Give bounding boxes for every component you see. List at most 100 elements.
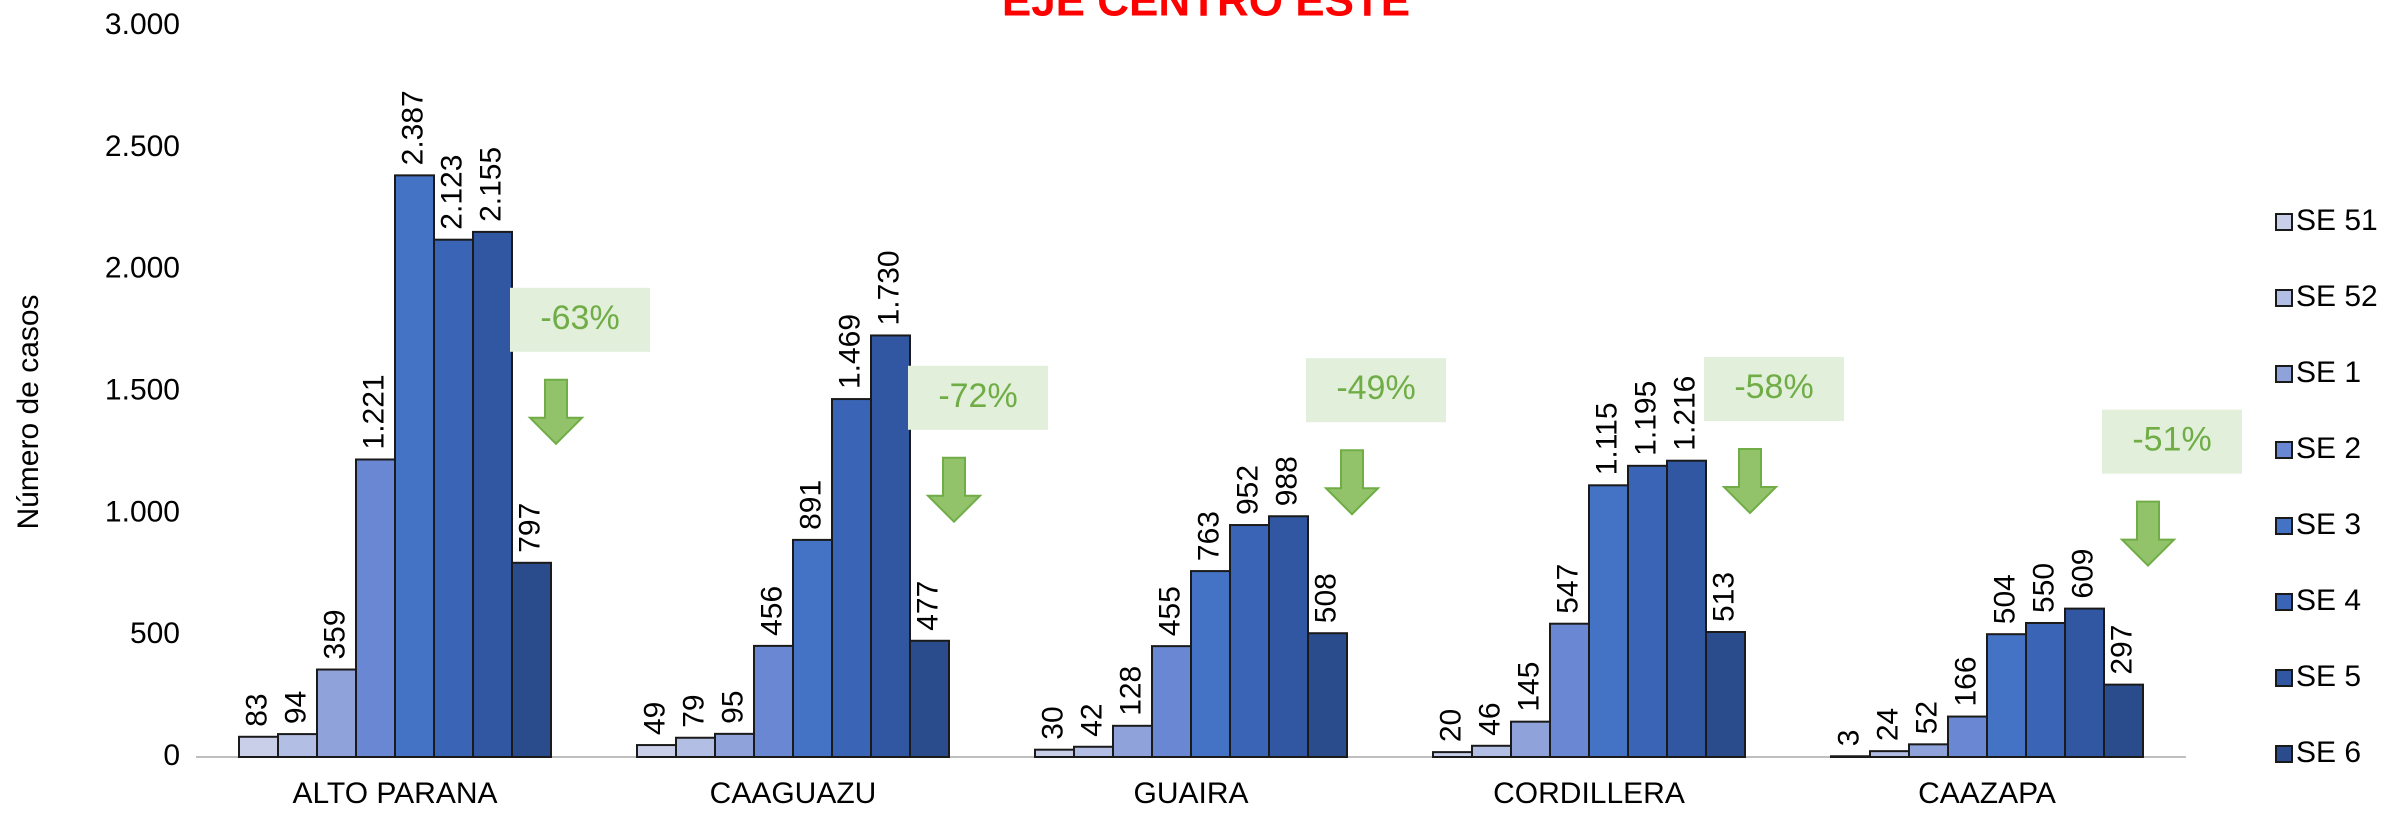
data-label: 95 (716, 690, 749, 723)
data-label: 1.195 (1629, 381, 1662, 456)
data-label: 1.115 (1590, 402, 1623, 475)
annotation-box (908, 365, 1048, 430)
arrow (925, 456, 983, 524)
data-label: 166 (1949, 656, 1982, 706)
data-label: 2.387 (396, 90, 429, 165)
bar (277, 733, 318, 759)
data-label: 988 (1270, 456, 1303, 506)
y-tick-label: 1.000 (105, 495, 180, 528)
data-label: 2.123 (435, 155, 468, 230)
legend-label: SE 1 (2296, 356, 2361, 389)
data-label: 79 (677, 694, 710, 727)
data-label: 547 (1551, 564, 1584, 614)
bar (1549, 622, 1590, 759)
bar (355, 458, 396, 758)
legend-label: SE 51 (2296, 204, 2378, 237)
bar (1151, 645, 1192, 758)
bar (511, 561, 552, 758)
chart-title: EJE CENTRO ESTE (1002, 0, 1410, 26)
data-label: 83 (240, 693, 273, 726)
bar (1510, 720, 1551, 758)
annotation-box (1704, 356, 1844, 421)
bar (1908, 743, 1949, 759)
bar (433, 238, 474, 758)
y-tick-label: 500 (130, 617, 180, 650)
bar (1190, 570, 1231, 758)
bar (1947, 715, 1988, 758)
y-tick-label: 0 (163, 739, 180, 772)
annotation: -63% (540, 299, 619, 337)
annotation-box (1306, 358, 1446, 423)
annotation: -58% (1734, 368, 1813, 406)
bar (316, 668, 357, 759)
data-label: 128 (1114, 666, 1147, 716)
data-label: 477 (911, 581, 944, 631)
legend-label: SE 3 (2296, 508, 2361, 541)
bar (675, 736, 716, 758)
data-label: 1.469 (833, 314, 866, 389)
bar (714, 732, 755, 759)
bar (1268, 515, 1309, 758)
annotation-box (510, 287, 650, 352)
bar (238, 735, 279, 759)
bar (909, 639, 950, 758)
legend-label: SE 4 (2296, 584, 2361, 617)
data-label: 24 (1871, 708, 1904, 741)
legend-swatch (2275, 517, 2293, 535)
bar (1666, 459, 1707, 758)
annotation-box (2102, 409, 2242, 474)
data-label: 797 (513, 503, 546, 553)
legend-swatch (2275, 593, 2293, 611)
data-label: 550 (2027, 563, 2060, 613)
arrow (527, 378, 585, 446)
bar (1588, 484, 1629, 758)
data-label: 52 (1910, 701, 1943, 734)
y-tick-label: 2.500 (105, 130, 180, 163)
bar (1471, 744, 1512, 758)
x-tick-label: CAAZAPA (1918, 777, 2056, 810)
legend-swatch (2275, 745, 2293, 763)
data-label: 49 (638, 702, 671, 735)
arrow (1721, 447, 1779, 515)
legend-swatch (2275, 289, 2293, 307)
bar (1307, 632, 1348, 759)
bar (1986, 633, 2027, 759)
x-tick-label: CAAGUAZU (710, 777, 877, 810)
bar (1869, 750, 1910, 758)
y-tick-label: 3.000 (105, 8, 180, 41)
arrow (1323, 449, 1381, 516)
data-label: 504 (1988, 574, 2021, 624)
data-label: 359 (318, 609, 351, 659)
bar (1830, 755, 1871, 758)
data-label: 1.221 (357, 374, 390, 449)
data-label: 20 (1434, 709, 1467, 742)
bar (472, 230, 513, 759)
bar (394, 174, 435, 758)
annotation: -51% (2132, 421, 2211, 459)
data-label: 297 (2105, 625, 2138, 675)
bar (1229, 524, 1270, 759)
annotation: -72% (938, 377, 1017, 415)
legend-swatch (2275, 669, 2293, 687)
data-label: 508 (1309, 573, 1342, 623)
data-label: 455 (1153, 586, 1186, 636)
legend-swatch (2275, 365, 2293, 383)
x-tick-label: ALTO PARANA (292, 777, 497, 810)
arrow (2119, 500, 2177, 568)
legend-swatch (2275, 441, 2293, 459)
legend-label: SE 5 (2296, 660, 2361, 693)
legend-label: SE 52 (2296, 280, 2378, 313)
data-label: 952 (1231, 465, 1264, 515)
data-label: 46 (1473, 702, 1506, 735)
legend-label: SE 6 (2296, 736, 2361, 769)
bar (1112, 724, 1153, 759)
bar (1034, 748, 1075, 759)
bar (2064, 607, 2105, 758)
bar (1073, 745, 1114, 758)
x-tick-label: CORDILLERA (1493, 777, 1685, 810)
data-label: 145 (1512, 662, 1545, 712)
data-label: 3 (1832, 730, 1865, 747)
data-label: 763 (1192, 511, 1225, 561)
data-label: 30 (1036, 706, 1069, 739)
